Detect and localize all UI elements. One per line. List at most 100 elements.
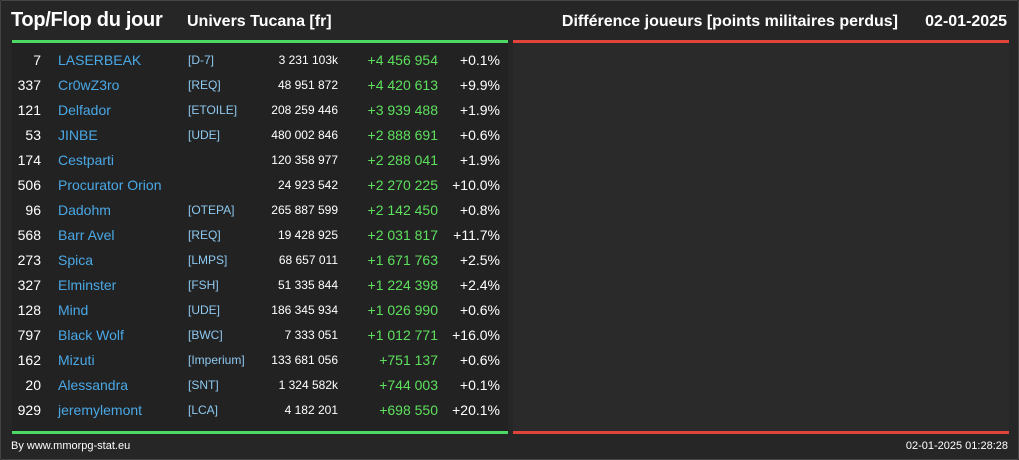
percent-change: +0.6% [459,352,500,368]
top-divider-red [513,40,1009,43]
player-rank: 337 [17,77,41,93]
flop-players-list [513,43,1009,431]
player-rank: 506 [17,177,41,193]
player-name-link[interactable]: Dadohm [58,202,111,218]
metric-label: Différence joueurs [points militaires pe… [561,13,898,30]
table-row: 337 Cr0wZ3ro [REQ] 48 951 872 +4 420 613 +9.9… [12,73,508,98]
alliance-tag-link[interactable]: [BWC] [188,328,223,342]
points-difference: +2 142 450 [367,202,438,218]
table-row: 7 LASERBEAK [D-7] 3 231 103k +4 456 954 +0.1% [12,48,508,73]
player-name-link[interactable]: Cr0wZ3ro [58,77,120,93]
points-difference: +2 888 691 [367,127,438,143]
points-difference: +1 026 990 [367,302,438,318]
player-name-link[interactable]: Mind [58,302,89,318]
points-difference: +2 270 225 [367,177,438,193]
table-row: 273 Spica [LMPS] 68 657 011 +1 671 763 +2.5% [12,248,508,273]
bottom-divider-green [12,431,508,434]
table-row: 327 Elminster [FSH] 51 335 844 +1 224 398 +2.… [12,273,508,298]
military-points: 51 335 844 [277,278,338,292]
player-name-link[interactable]: Elminster [58,277,117,293]
player-name-link[interactable]: JINBE [58,127,98,143]
table-row: 53 JINBE [UDE] 480 002 846 +2 888 691 +0.6% [12,123,508,148]
alliance-tag-link[interactable]: [REQ] [188,228,221,242]
military-points: 120 358 977 [271,153,338,167]
table-row: 20 Alessandra [SNT] 1 324 582k +744 003 +0.1% [12,373,508,398]
points-difference: +1 012 771 [367,327,438,343]
alliance-tag-link[interactable]: [LCA] [188,403,219,417]
military-points: 68 657 011 [278,253,338,267]
credit-text: By www.mmorpg-stat.eu [11,440,131,452]
military-points: 7 333 051 [284,328,338,342]
player-name-link[interactable]: jeremylemont [58,402,143,418]
header: Top/Flop du jour Univers Tucana [fr] Dif… [11,7,1008,37]
table-row: 506 Procurator Orion 24 923 542 +2 270 225 +… [12,173,508,198]
military-points: 133 681 056 [271,353,338,367]
date-label: 02-01-2025 [925,13,1007,30]
universe-label: Univers Tucana [fr] [187,13,332,30]
percent-change: +16.0% [452,327,500,343]
percent-change: +2.4% [459,277,500,293]
percent-change: +10.0% [452,177,500,193]
table-row: 568 Barr Avel [REQ] 19 428 925 +2 031 817 +11… [12,223,508,248]
player-name-link[interactable]: Cestparti [58,152,115,168]
military-points: 48 951 872 [277,78,338,92]
table-row: 128 Mind [UDE] 186 345 934 +1 026 990 +0.6% [12,298,508,323]
military-points: 1 324 582k [278,378,338,392]
page-title: Top/Flop du jour [11,9,163,31]
player-rank: 96 [25,202,41,218]
alliance-tag-link[interactable]: [Imperium] [188,353,245,367]
military-points: 186 345 934 [271,303,338,317]
points-difference: +698 550 [379,402,438,418]
table-row: 797 Black Wolf [BWC] 7 333 051 +1 012 771 +16… [12,323,508,348]
player-name-link[interactable]: Alessandra [58,377,129,393]
player-name-link[interactable]: Mizuti [58,352,95,368]
player-rank: 121 [17,102,41,118]
alliance-tag-link[interactable]: [SNT] [188,378,219,392]
player-name-link[interactable]: Black Wolf [58,327,124,343]
percent-change: +0.1% [459,52,500,68]
alliance-tag-link[interactable]: [FSH] [188,278,219,292]
military-points: 480 002 846 [271,128,338,142]
military-points: 4 182 201 [284,403,338,417]
alliance-tag-link[interactable]: [OTEPA] [188,203,235,217]
table-row: 121 Delfador [ETOILE] 208 259 446 +3 939 488… [12,98,508,123]
alliance-tag-link[interactable]: [UDE] [188,303,221,317]
player-name-link[interactable]: Spica [58,252,94,268]
points-difference: +744 003 [379,377,438,393]
top-divider-green [12,40,508,43]
alliance-tag-link[interactable]: [UDE] [188,128,221,142]
player-name-link[interactable]: LASERBEAK [58,52,142,68]
percent-change: +0.1% [459,377,500,393]
alliance-tag-link[interactable]: [ETOILE] [188,103,238,117]
player-name-link[interactable]: Barr Avel [58,227,115,243]
military-points: 24 923 542 [277,178,338,192]
percent-change: +1.9% [459,152,500,168]
table-row: 929 jeremylemont [LCA] 4 182 201 +698 550 +20… [12,398,508,423]
player-rank: 7 [33,52,41,68]
table-row: 162 Mizuti [Imperium] 133 681 056 +751 137 +0… [12,348,508,373]
player-rank: 53 [25,127,41,143]
table-row: 174 Cestparti 120 358 977 +2 288 041 +1.9% [12,148,508,173]
percent-change: +11.7% [453,227,500,243]
player-name-link[interactable]: Delfador [58,102,111,118]
military-points: 265 887 599 [271,203,338,217]
points-difference: +4 420 613 [367,77,438,93]
points-difference: +1 224 398 [367,277,438,293]
table-row: 96 Dadohm [OTEPA] 265 887 599 +2 142 450 +0.8… [12,198,508,223]
player-rank: 797 [17,327,41,343]
military-points: 19 428 925 [277,228,338,242]
points-difference: +4 456 954 [367,52,438,68]
points-difference: +2 031 817 [367,227,438,243]
percent-change: +20.1% [452,402,500,418]
percent-change: +9.9% [459,77,500,93]
alliance-tag-link[interactable]: [REQ] [188,78,221,92]
bottom-divider-red [513,431,1009,434]
player-name-link[interactable]: Procurator Orion [58,177,162,193]
player-rank: 174 [17,152,41,168]
points-difference: +2 288 041 [367,152,438,168]
generated-timestamp: 02-01-2025 01:28:28 [905,440,1008,452]
alliance-tag-link[interactable]: [LMPS] [188,253,228,267]
percent-change: +0.8% [459,202,500,218]
alliance-tag-link[interactable]: [D-7] [188,53,215,67]
